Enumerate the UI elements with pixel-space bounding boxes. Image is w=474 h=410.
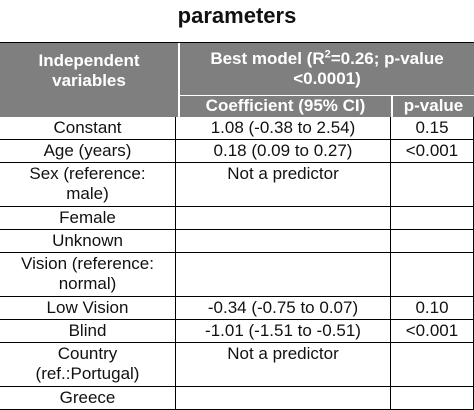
- header-best-model-line1: Best model (R2=0.26; p-value: [180, 49, 474, 69]
- coefficient-value: -0.34 (-0.75 to 0.07): [207, 298, 359, 317]
- p-value-cell: [391, 343, 474, 386]
- coefficient-cell: -1.01 (-1.51 to -0.51): [176, 320, 391, 342]
- coefficient-cell: [176, 207, 391, 229]
- header-independent-line2: variables: [52, 71, 126, 90]
- p-value: [391, 163, 473, 164]
- header-best-model-sup: 2: [324, 48, 331, 61]
- variable-cell: Low Vision: [0, 297, 176, 319]
- table-row: Female: [0, 207, 474, 230]
- p-value-cell: <0.001: [391, 320, 474, 342]
- table-row: Blind -1.01 (-1.51 to -0.51) <0.001: [0, 320, 474, 343]
- table-row: Low Vision -0.34 (-0.75 to 0.07) 0.10: [0, 297, 474, 320]
- coefficient-value: [176, 230, 390, 231]
- table-title: parameters: [177, 3, 297, 28]
- table-row: Age (years) 0.18 (0.09 to 0.27) <0.001: [0, 140, 474, 163]
- variable-label: Constant: [53, 118, 122, 137]
- p-value: <0.001: [405, 321, 459, 340]
- variable-cell: Vision (reference: normal): [0, 253, 176, 296]
- header-best-model-line2: <0.0001): [293, 69, 361, 88]
- variable-cell: Sex (reference: male): [0, 163, 176, 206]
- header-best-model-suffix: =0.26; p-value: [330, 49, 444, 68]
- variable-label: (ref.:Portugal): [35, 364, 140, 383]
- p-value-cell: [391, 163, 474, 206]
- coefficient-value: 0.18 (0.09 to 0.27): [213, 141, 353, 160]
- variable-label: Blind: [68, 321, 107, 340]
- coefficient-value: Not a predictor: [227, 344, 339, 363]
- table-row: Country (ref.:Portugal) Not a predictor: [0, 343, 474, 387]
- variable-label: normal): [58, 274, 117, 293]
- variable-label: Country: [57, 344, 118, 363]
- header-best-model: Best model (R2=0.26; p-value <0.0001): [180, 43, 474, 95]
- coefficient-value: 1.08 (-0.38 to 2.54): [210, 118, 356, 137]
- p-value: [391, 253, 473, 254]
- p-value-cell: [391, 253, 474, 296]
- header-p-value: p-value: [393, 95, 474, 117]
- coefficient-cell: [176, 253, 391, 296]
- p-value-cell: [391, 207, 474, 229]
- p-value: 0.10: [415, 298, 449, 317]
- table-row: Constant 1.08 (-0.38 to 2.54) 0.15: [0, 117, 474, 140]
- table-row: Greece: [0, 387, 474, 410]
- coefficient-cell: 0.18 (0.09 to 0.27): [176, 140, 391, 162]
- table-row: Vision (reference: normal): [0, 253, 474, 297]
- header-independent-line1: Independent: [38, 51, 140, 70]
- p-value-cell: 0.10: [391, 297, 474, 319]
- coefficient-cell: Not a predictor: [176, 163, 391, 206]
- regression-table: Independent variables Best model (R2=0.2…: [0, 42, 474, 410]
- variable-label: Low Vision: [46, 298, 129, 317]
- coefficient-value: [176, 207, 390, 208]
- p-value-cell: [391, 387, 474, 409]
- variable-label: Sex (reference:: [29, 164, 146, 183]
- coefficient-value: [176, 253, 390, 254]
- p-value-cell: [391, 230, 474, 252]
- p-value: [391, 343, 473, 344]
- variable-cell: Blind: [0, 320, 176, 342]
- coefficient-value: Not a predictor: [227, 164, 339, 183]
- variable-label: Age (years): [43, 141, 132, 160]
- p-value: 0.15: [415, 118, 449, 137]
- coefficient-cell: [176, 230, 391, 252]
- variable-label: male): [66, 184, 109, 203]
- p-value-cell: 0.15: [391, 117, 474, 139]
- coefficient-cell: [176, 387, 391, 409]
- table-row: Sex (reference: male) Not a predictor: [0, 163, 474, 207]
- p-value: <0.001: [405, 141, 459, 160]
- coefficient-value: [176, 387, 390, 388]
- variable-label: Female: [59, 208, 116, 227]
- coefficient-cell: 1.08 (-0.38 to 2.54): [176, 117, 391, 139]
- variable-cell: Age (years): [0, 140, 176, 162]
- variable-cell: Female: [0, 207, 176, 229]
- variable-label: Greece: [59, 388, 116, 407]
- variable-label: Unknown: [52, 231, 123, 250]
- coefficient-cell: Not a predictor: [176, 343, 391, 386]
- table-body: Constant 1.08 (-0.38 to 2.54) 0.15 Age (yea…: [0, 117, 474, 410]
- header-coefficient: Coefficient (95% CI): [180, 95, 392, 117]
- p-value-cell: <0.001: [391, 140, 474, 162]
- table-row: Unknown: [0, 230, 474, 253]
- variable-cell: Constant: [0, 117, 176, 139]
- variable-cell: Country (ref.:Portugal): [0, 343, 176, 386]
- p-value: [391, 230, 473, 231]
- header-best-model-prefix: Best model (R: [210, 49, 325, 68]
- coefficient-cell: -0.34 (-0.75 to 0.07): [176, 297, 391, 319]
- variable-cell: Unknown: [0, 230, 176, 252]
- p-value: [391, 207, 473, 208]
- p-value: [391, 387, 473, 388]
- variable-cell: Greece: [0, 387, 176, 409]
- coefficient-value: -1.01 (-1.51 to -0.51): [205, 321, 361, 340]
- variable-label: Vision (reference:: [21, 254, 154, 273]
- header-independent-variables: Independent variables: [0, 43, 179, 117]
